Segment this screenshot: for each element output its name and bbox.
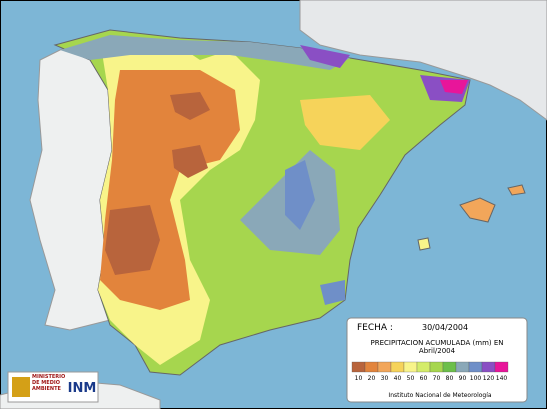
legend-label: 80 bbox=[446, 375, 454, 382]
legend-swatch bbox=[377, 361, 392, 373]
zone bbox=[60, 35, 350, 70]
agency-logo: INM bbox=[68, 381, 97, 396]
zone bbox=[105, 205, 160, 275]
legend-label: 10 bbox=[355, 375, 363, 382]
legend-label: 140 bbox=[496, 375, 508, 382]
zone bbox=[440, 80, 468, 94]
legend-swatch bbox=[416, 361, 431, 373]
date: 30/04/2004 bbox=[422, 323, 468, 332]
title: Abril/2004 bbox=[419, 347, 456, 355]
legend-label: 40 bbox=[394, 375, 402, 382]
legend-swatch bbox=[468, 361, 483, 373]
legend-swatch bbox=[481, 361, 496, 373]
zone bbox=[300, 45, 350, 68]
legend-label: 70 bbox=[433, 375, 441, 382]
island bbox=[459, 197, 496, 223]
legend-label: 30 bbox=[381, 375, 389, 382]
legend: 10 20 30 40 50 60 70 80 90 100 120 140 bbox=[351, 361, 509, 382]
legend-swatch bbox=[442, 361, 457, 373]
legend-swatch bbox=[364, 361, 379, 373]
title: PRECIPITACION ACUMULADA (mm) EN bbox=[370, 339, 503, 347]
legend-swatch bbox=[390, 361, 405, 373]
legend-swatch bbox=[429, 361, 444, 373]
legend-swatch bbox=[403, 361, 418, 373]
zone bbox=[300, 95, 390, 150]
zone bbox=[285, 160, 315, 230]
island bbox=[417, 237, 431, 251]
legend-swatch bbox=[351, 361, 366, 373]
legend-label: 120 bbox=[483, 375, 495, 382]
legend-label: 60 bbox=[420, 375, 428, 382]
legend-label: 50 bbox=[407, 375, 415, 382]
legend-panel bbox=[346, 317, 528, 403]
zone bbox=[320, 280, 345, 305]
legend-label: 90 bbox=[459, 375, 467, 382]
ministry-text: MINISTERIO DE MEDIO AMBIENTE bbox=[32, 374, 66, 392]
legend-swatch bbox=[494, 361, 509, 373]
zone bbox=[172, 145, 208, 178]
france bbox=[299, 0, 547, 121]
zone bbox=[170, 92, 210, 120]
legend-swatch bbox=[455, 361, 470, 373]
logo-emblem bbox=[12, 377, 30, 397]
date-label: FECHA : bbox=[357, 323, 393, 333]
ministry-logo: MINISTERIO DE MEDIO AMBIENTE bbox=[32, 374, 66, 392]
credit: Instituto Nacional de Meteorología bbox=[388, 392, 491, 399]
legend-label: 20 bbox=[368, 375, 376, 382]
legend-label: 100 bbox=[470, 375, 482, 382]
island bbox=[507, 184, 526, 196]
